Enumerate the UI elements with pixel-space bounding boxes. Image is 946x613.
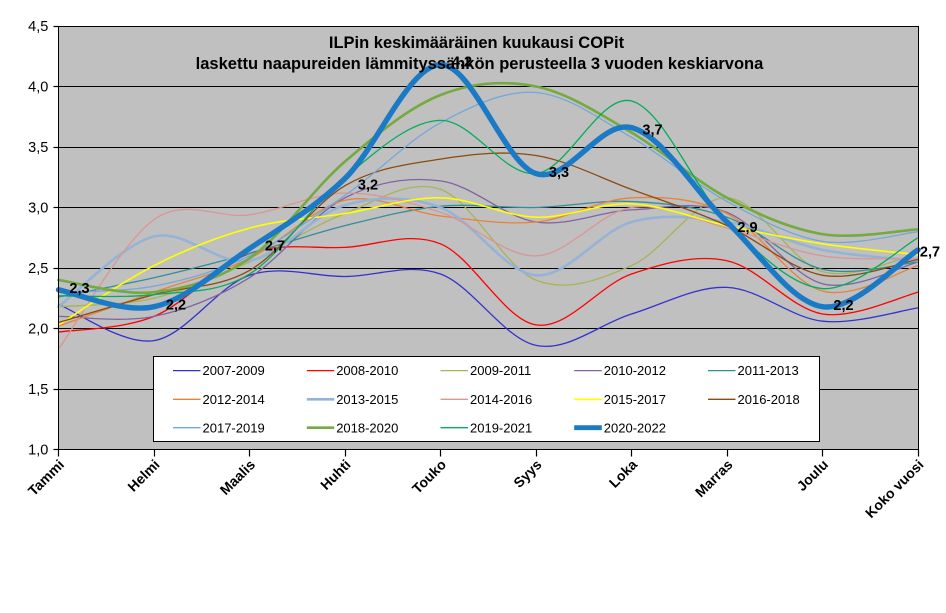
svg-text:2,9: 2,9 [737,220,757,236]
svg-text:2011-2013: 2011-2013 [738,363,799,378]
svg-text:2008-2010: 2008-2010 [336,363,398,378]
svg-text:1,5: 1,5 [28,382,48,398]
svg-text:3,2: 3,2 [358,178,378,194]
svg-text:2020-2022: 2020-2022 [604,420,666,435]
svg-text:2,2: 2,2 [833,298,853,314]
svg-text:2015-2017: 2015-2017 [604,392,666,407]
svg-text:laskettu naapureiden lämmityss: laskettu naapureiden lämmityssähkön peru… [196,55,764,73]
svg-text:2007-2009: 2007-2009 [203,363,265,378]
svg-text:2013-2015: 2013-2015 [336,392,398,407]
svg-text:2,2: 2,2 [166,298,186,314]
svg-text:2,7: 2,7 [920,245,940,261]
svg-text:3,7: 3,7 [642,123,662,139]
svg-text:2019-2021: 2019-2021 [470,420,532,435]
svg-text:2010-2012: 2010-2012 [604,363,666,378]
svg-text:2018-2020: 2018-2020 [336,420,398,435]
svg-text:ILPin keskimääräinen kuukausi: ILPin keskimääräinen kuukausi COPit [329,34,625,52]
svg-text:3,0: 3,0 [28,200,48,216]
svg-text:2012-2014: 2012-2014 [203,392,265,407]
svg-text:3,3: 3,3 [549,165,569,181]
svg-text:4,5: 4,5 [28,19,48,35]
svg-text:2,3: 2,3 [69,281,89,297]
svg-text:3,5: 3,5 [28,140,48,156]
svg-text:2,7: 2,7 [265,239,285,255]
svg-text:2,5: 2,5 [28,261,48,277]
svg-text:4,2: 4,2 [452,55,472,71]
svg-text:2009-2011: 2009-2011 [470,363,531,378]
svg-text:4,0: 4,0 [28,79,48,95]
svg-text:1,0: 1,0 [28,442,48,458]
svg-text:2014-2016: 2014-2016 [470,392,532,407]
svg-text:2,0: 2,0 [28,321,48,337]
svg-text:2017-2019: 2017-2019 [203,420,265,435]
svg-text:2016-2018: 2016-2018 [738,392,800,407]
